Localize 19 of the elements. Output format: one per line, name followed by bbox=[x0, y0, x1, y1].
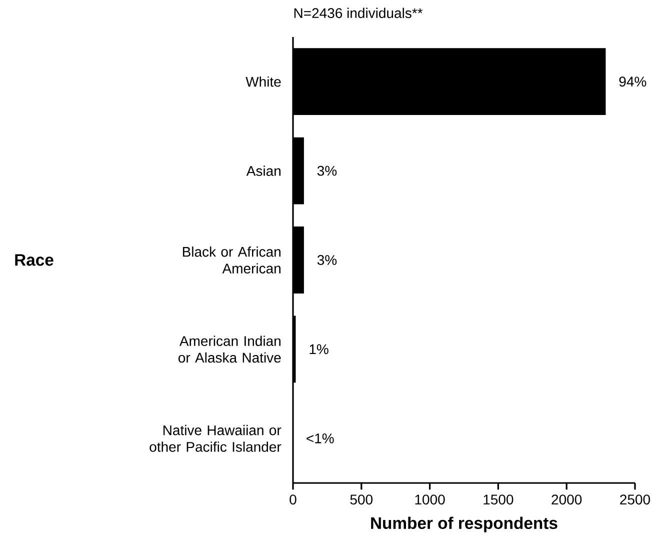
y-tick-label: Asian bbox=[246, 166, 280, 176]
chart-title: N=2436 individuals** bbox=[294, 8, 423, 18]
y-tick-label: White bbox=[246, 76, 281, 87]
x-tick-label: 1000 bbox=[415, 494, 445, 505]
x-tick-label: 2000 bbox=[552, 494, 582, 505]
y-tick-label: American Indian or Alaska Native bbox=[178, 336, 281, 363]
y-tick-label: Native Hawaiian or other Pacific Islander bbox=[150, 424, 282, 452]
y-tick-label: Black or African American bbox=[182, 246, 280, 274]
annotation: 3% bbox=[317, 166, 337, 176]
text: Race bbox=[15, 254, 54, 266]
annotation: 3% bbox=[317, 255, 337, 265]
x-tick-label: 1500 bbox=[484, 494, 514, 505]
annotation: 1% bbox=[310, 344, 328, 354]
x-tick-label: 0 bbox=[290, 494, 296, 505]
x-tick-label: 2500 bbox=[620, 494, 650, 505]
annotation: <1% bbox=[306, 434, 334, 444]
x-axis-title: Number of respondents bbox=[371, 516, 558, 532]
x-tick-label: 500 bbox=[350, 494, 373, 505]
annotation: 94% bbox=[619, 76, 646, 87]
